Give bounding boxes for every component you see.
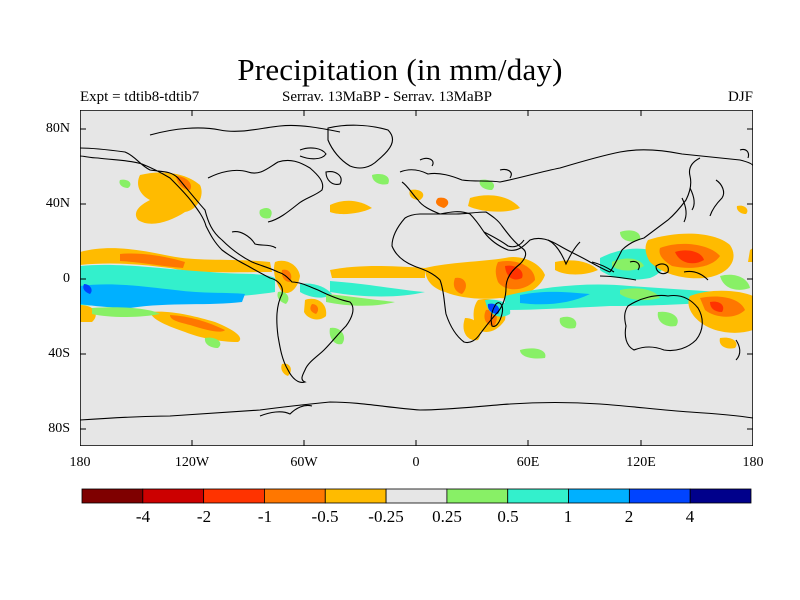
colorbar-label: 4	[685, 507, 695, 526]
axis-ticks	[80, 110, 753, 446]
colorbar-label: -0.25	[368, 507, 404, 526]
colorbar	[81, 488, 752, 504]
x-tick-label-60w: 60W	[290, 455, 318, 470]
colorbar-swatch	[446, 488, 509, 504]
y-tick-label-80s: 80S	[48, 421, 70, 436]
colorbar-swatch	[203, 488, 265, 504]
y-tick-label-40n: 40N	[45, 196, 70, 211]
x-tick-label-0: 0	[412, 455, 420, 470]
y-tick-label-40s: 40S	[48, 346, 70, 361]
y-tick-label-80n: 80N	[45, 121, 70, 136]
colorbar-label: -4	[135, 507, 151, 526]
coastlines	[80, 124, 753, 421]
anomaly-patches	[80, 172, 753, 376]
x-tick-label-180e: 180	[742, 455, 764, 470]
experiment-label: Expt = tdtib8-tdtib7	[80, 89, 200, 105]
colorbar-swatch	[689, 488, 752, 504]
colorbar-label: -1	[257, 507, 273, 526]
scenario-label: Serrav. 13MaBP - Serrav. 13MaBP	[282, 89, 492, 105]
season-label: DJF	[727, 89, 753, 105]
colorbar-swatch	[507, 488, 569, 504]
colorbar-label: 1	[563, 507, 573, 526]
x-tick-label-120e: 120E	[626, 455, 656, 470]
colorbar-swatch	[628, 488, 691, 504]
colorbar-swatch	[264, 488, 326, 504]
colorbar-swatch	[142, 488, 205, 504]
colorbar-swatch	[324, 488, 387, 504]
colorbar-label: 2	[624, 507, 634, 526]
colorbar-swatch	[568, 488, 630, 504]
colorbar-label: -0.5	[311, 507, 339, 526]
colorbar-label: -2	[196, 507, 212, 526]
colorbar-label: 0.25	[432, 507, 462, 526]
x-tick-label-120w: 120W	[174, 455, 210, 470]
colorbar-swatch	[385, 488, 448, 504]
x-tick-label-60e: 60E	[516, 455, 540, 470]
colorbar-label: 0.5	[497, 507, 519, 526]
map-title: Precipitation (in mm/day)	[237, 52, 563, 87]
x-tick-label-180w: 180	[69, 455, 91, 470]
y-tick-label-0: 0	[63, 271, 70, 286]
colorbar-swatch	[81, 488, 144, 504]
